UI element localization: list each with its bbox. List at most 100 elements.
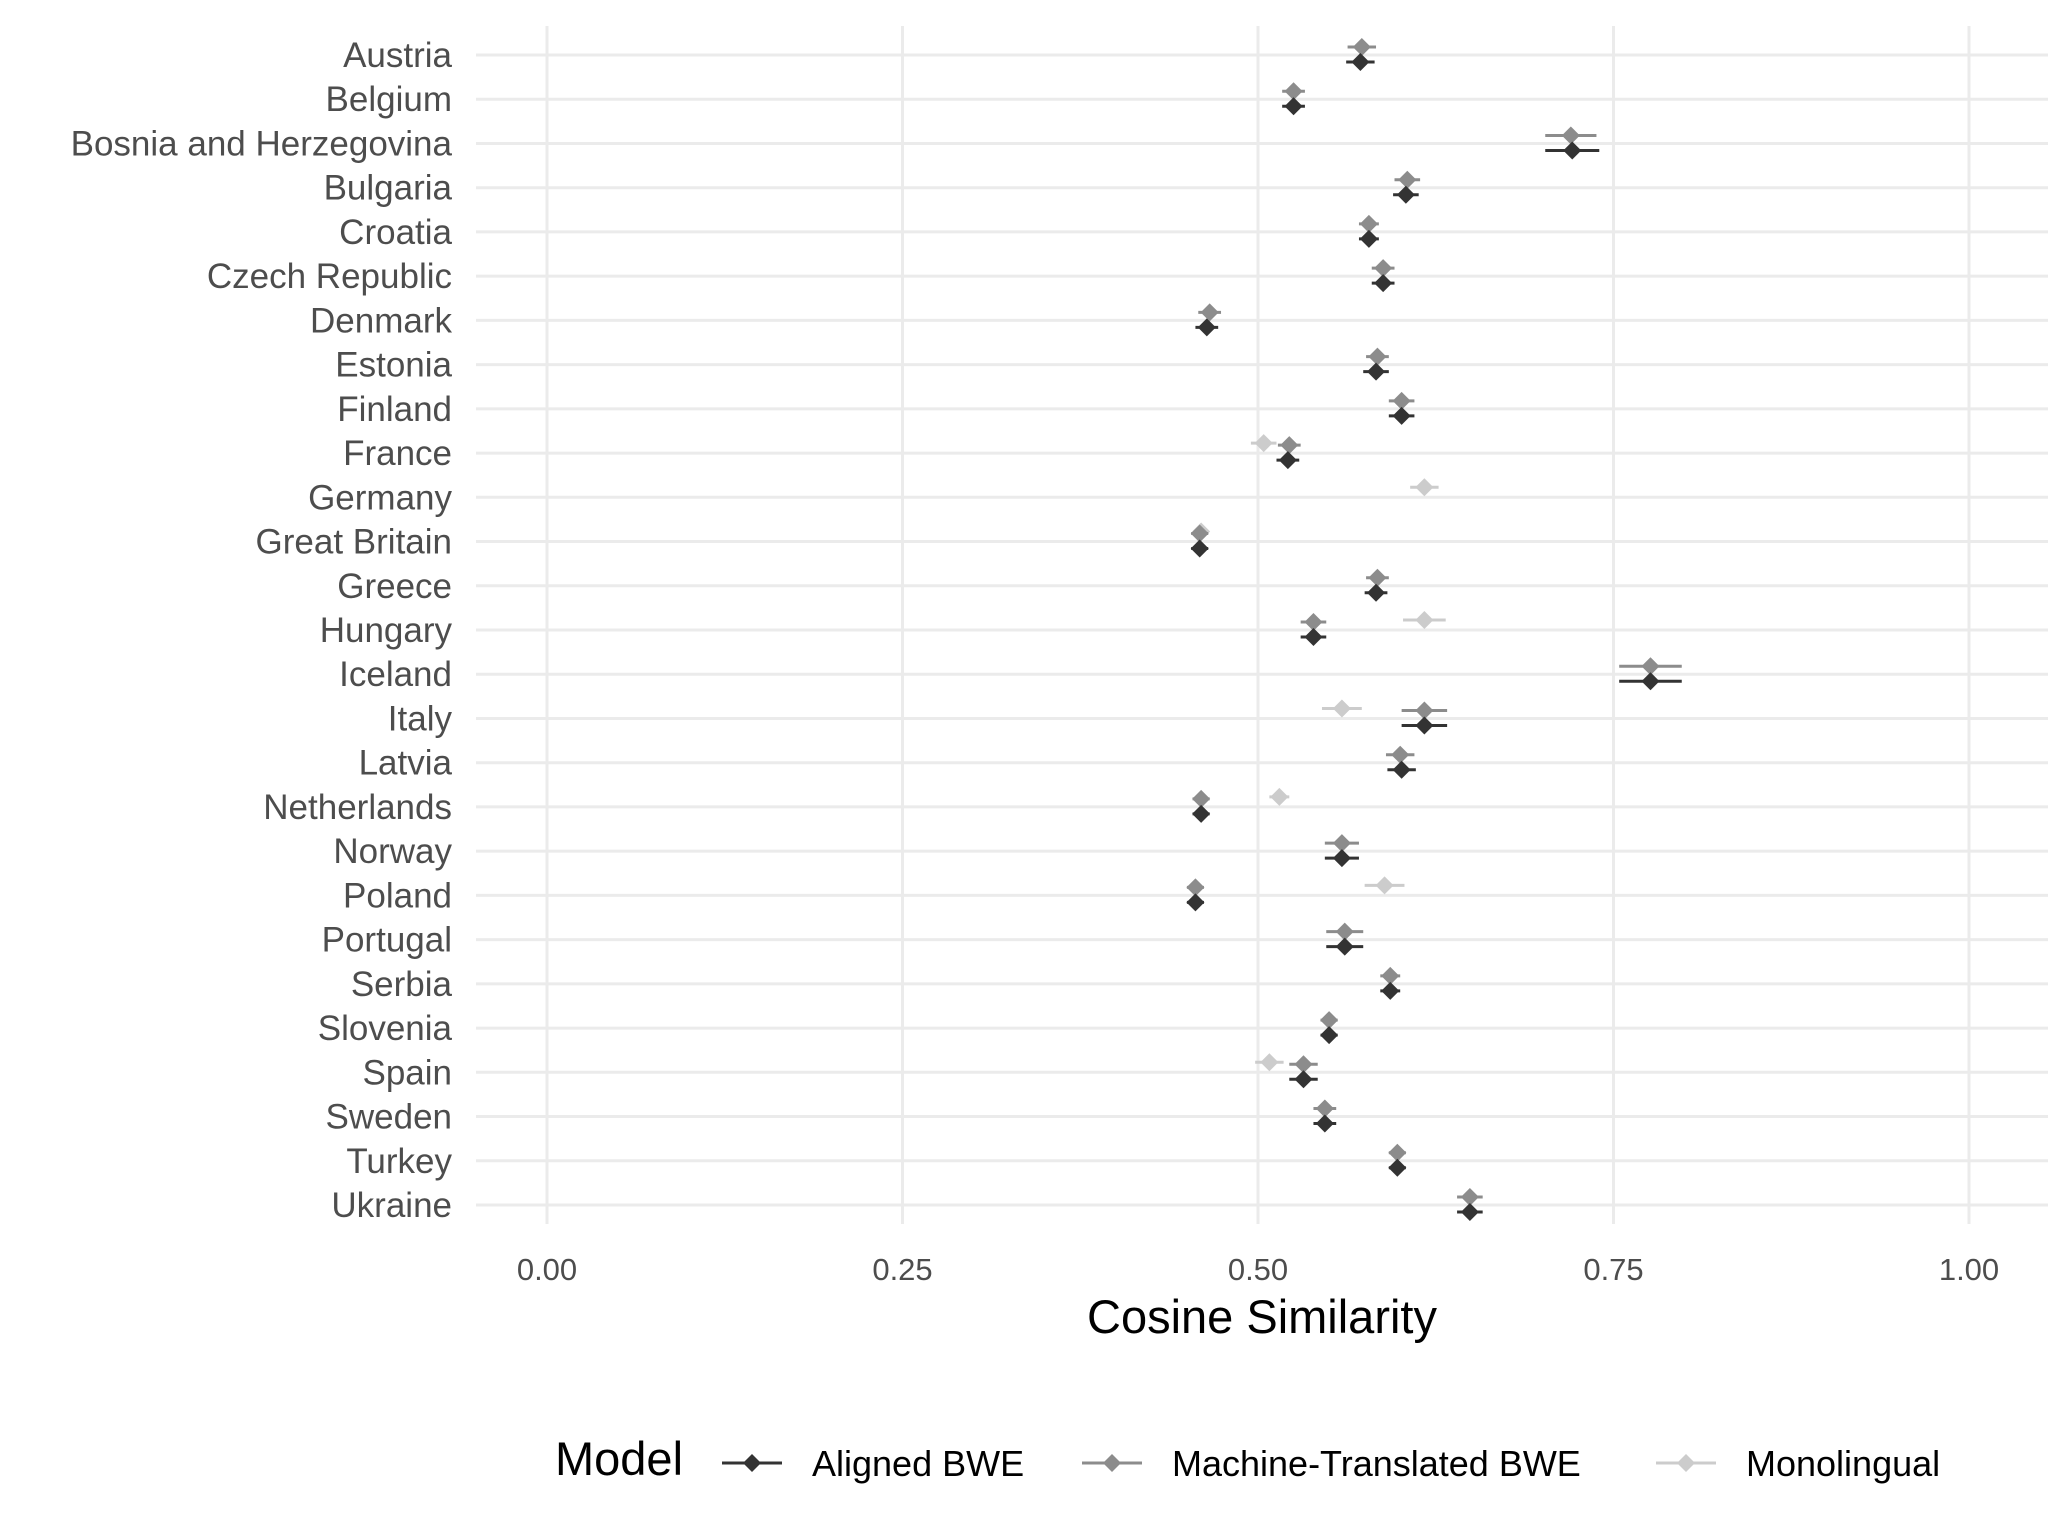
data-point — [1332, 699, 1351, 718]
data-point — [1335, 937, 1354, 956]
y-tick-label: Italy — [388, 699, 453, 738]
data-point — [1192, 789, 1211, 808]
data-point — [1284, 97, 1303, 116]
series-aligned-bwe — [1186, 53, 1682, 1221]
y-tick-label: France — [343, 434, 452, 473]
y-tick-label: Slovenia — [318, 1009, 453, 1048]
data-point — [1186, 893, 1205, 912]
legend: Model Aligned BWE Machine-Translated BWE M… — [555, 1432, 1940, 1485]
data-point — [1351, 53, 1370, 71]
data-point — [1415, 701, 1434, 720]
data-marks — [1186, 38, 1682, 1221]
data-point — [1367, 362, 1386, 381]
series-monolingual — [1192, 434, 1446, 1072]
data-point — [1260, 1053, 1279, 1072]
data-point — [1186, 878, 1205, 897]
y-tick-label: Spain — [362, 1053, 452, 1092]
x-tick-label: 0.25 — [872, 1252, 932, 1287]
y-tick-label: Serbia — [351, 965, 453, 1004]
data-point — [1374, 274, 1393, 293]
y-tick-label: Germany — [308, 478, 452, 517]
data-point — [1641, 657, 1660, 676]
data-point — [1415, 716, 1434, 735]
data-point — [1368, 568, 1387, 587]
data-point — [1335, 922, 1354, 941]
legend-item: Monolingual — [1656, 1443, 1940, 1484]
y-tick-label: Bosnia and Herzegovina — [71, 124, 453, 163]
legend-item: Aligned BWE — [722, 1443, 1024, 1484]
data-point — [1280, 436, 1299, 455]
y-tick-label: Portugal — [322, 921, 452, 960]
data-point — [1460, 1203, 1479, 1221]
data-point — [1415, 478, 1434, 497]
data-point — [1641, 672, 1660, 691]
data-point — [1561, 126, 1580, 145]
data-point — [1190, 524, 1209, 543]
data-point — [1270, 787, 1289, 806]
legend-key-diamond — [1677, 1454, 1695, 1472]
x-tick-label: 0.00 — [517, 1252, 577, 1287]
y-tick-label: Poland — [343, 876, 452, 915]
y-tick-label: Czech Republic — [207, 257, 452, 296]
legend-key-diamond — [743, 1454, 761, 1472]
data-point — [1392, 391, 1411, 410]
y-tick-label: Great Britain — [256, 523, 452, 562]
vertical-gridlines — [545, 26, 1971, 1224]
data-point — [1254, 434, 1273, 453]
data-point — [1278, 451, 1297, 470]
data-point — [1396, 185, 1415, 204]
data-point — [1415, 611, 1434, 629]
data-point — [1388, 1158, 1407, 1177]
legend-label: Aligned BWE — [812, 1443, 1024, 1484]
y-tick-label: Finland — [337, 390, 452, 429]
data-point — [1320, 1026, 1339, 1045]
data-point — [1381, 966, 1400, 985]
data-point — [1284, 82, 1303, 101]
data-point — [1332, 834, 1351, 853]
data-point — [1197, 318, 1216, 337]
data-point — [1359, 214, 1378, 233]
y-tick-label: Denmark — [310, 301, 452, 340]
y-tick-label: Austria — [343, 36, 452, 75]
y-tick-label: Bulgaria — [324, 169, 453, 208]
y-tick-label: Belgium — [326, 80, 452, 119]
data-point — [1359, 229, 1378, 248]
data-point — [1352, 38, 1371, 56]
y-axis-ticks: Austria Belgium Bosnia and Herzegovina Bulg… — [71, 36, 453, 1225]
data-point — [1304, 628, 1323, 646]
data-point — [1460, 1188, 1479, 1206]
x-tick-label: 0.50 — [1228, 1252, 1288, 1287]
y-tick-label: Ukraine — [331, 1186, 452, 1225]
data-point — [1398, 170, 1417, 189]
data-point — [1332, 849, 1351, 868]
y-tick-label: Croatia — [339, 213, 452, 252]
data-point — [1320, 1011, 1339, 1030]
y-tick-label: Netherlands — [263, 788, 452, 827]
data-point — [1563, 141, 1582, 160]
data-point — [1200, 303, 1219, 322]
y-tick-label: Sweden — [326, 1098, 452, 1137]
y-tick-label: Norway — [333, 832, 452, 871]
x-tick-label: 1.00 — [1939, 1252, 1999, 1287]
horizontal-gridlines — [476, 53, 2048, 1207]
x-tick-label: 0.75 — [1583, 1252, 1643, 1287]
data-point — [1381, 981, 1400, 1000]
data-point — [1368, 347, 1387, 366]
data-point — [1304, 613, 1323, 631]
data-point — [1392, 760, 1411, 779]
series-machine-translated-bwe — [1186, 38, 1682, 1206]
data-point — [1391, 745, 1410, 764]
y-tick-label: Turkey — [346, 1142, 452, 1181]
data-point — [1315, 1099, 1334, 1118]
y-tick-label: Hungary — [320, 611, 453, 650]
data-point — [1375, 876, 1394, 895]
data-point — [1192, 804, 1211, 823]
legend-label: Machine-Translated BWE — [1172, 1443, 1581, 1484]
data-point — [1367, 583, 1386, 602]
data-point — [1315, 1114, 1334, 1133]
x-axis-ticks: 0.00 0.25 0.50 0.75 1.00 — [517, 1252, 1999, 1287]
x-axis-label: Cosine Similarity — [1087, 1290, 1437, 1343]
legend-item: Machine-Translated BWE — [1082, 1443, 1581, 1484]
legend-title: Model — [555, 1432, 683, 1485]
